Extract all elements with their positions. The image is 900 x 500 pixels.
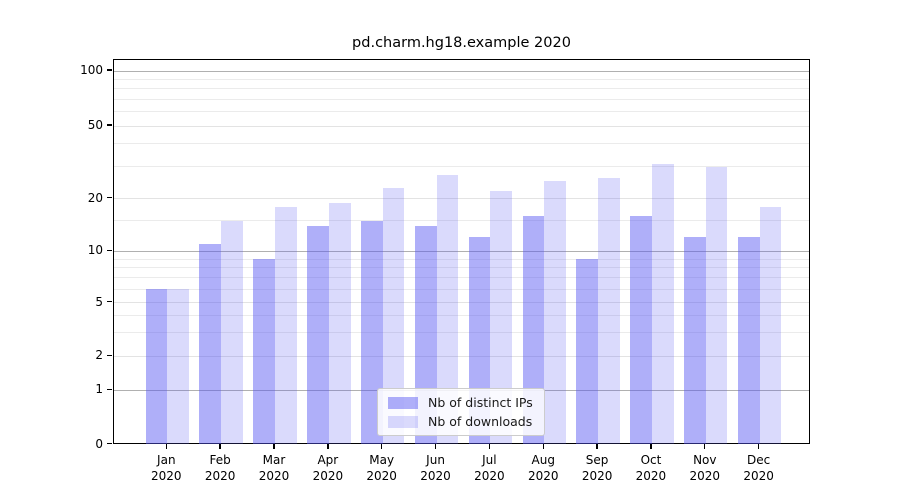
y-tick-label: 100: [80, 63, 103, 77]
x-tick-mark: [757, 444, 760, 449]
minor-gridline: [114, 220, 809, 222]
legend-label-distinct-ips: Nb of distinct IPs: [428, 395, 533, 410]
x-tick-mark: [381, 444, 383, 449]
y-tick-mark: [107, 124, 112, 126]
bar-distinct-ips: [253, 259, 275, 445]
major-gridline: [114, 70, 809, 72]
y-tick-mark: [107, 354, 112, 356]
minor-gridline: [114, 78, 809, 80]
x-tick-label: May 2020: [366, 453, 397, 484]
minor-gridline: [114, 166, 809, 168]
y-tick-mark: [107, 388, 112, 390]
minor-gridline: [114, 315, 809, 317]
y-tick-label: 0: [95, 436, 103, 451]
bar-distinct-ips: [576, 259, 599, 445]
y-tick-label: 20: [87, 190, 103, 205]
x-tick-label: Oct 2020: [635, 453, 667, 484]
minor-gridline: [114, 111, 809, 113]
major-gridline: [114, 198, 809, 200]
legend-swatch-distinct-ips: [388, 396, 418, 409]
x-tick-mark: [596, 444, 598, 449]
minor-gridline: [114, 98, 809, 100]
x-tick-label: Mar 2020: [258, 453, 290, 484]
bar-distinct-ips: [737, 237, 760, 445]
bar-downloads: [598, 177, 620, 445]
x-tick-mark: [219, 444, 221, 449]
x-tick-mark: [704, 444, 706, 449]
y-tick-mark: [107, 249, 112, 251]
bar-downloads: [221, 220, 243, 445]
x-tick-mark: [327, 444, 329, 449]
minor-gridline: [114, 288, 809, 290]
x-tick-mark: [434, 444, 437, 449]
y-tick-label: 2: [95, 348, 103, 363]
minor-gridline: [114, 258, 809, 260]
minor-gridline: [114, 267, 809, 269]
bar-downloads: [759, 206, 782, 445]
y-tick-mark: [107, 197, 112, 199]
bar-distinct-ips: [522, 215, 545, 445]
x-tick-label: Jul 2020: [474, 453, 505, 484]
minor-gridline: [114, 277, 809, 279]
y-tick-label: 5: [95, 294, 103, 309]
legend-entry-distinct-ips: Nb of distinct IPs: [388, 395, 534, 410]
x-tick-mark: [650, 444, 652, 449]
bar-downloads: [436, 174, 459, 445]
plot-area: [113, 59, 810, 445]
y-tick-mark: [107, 442, 112, 445]
y-tick-label: 10: [87, 243, 103, 258]
major-gridline: [114, 355, 809, 357]
bar-distinct-ips: [630, 215, 652, 445]
bar-distinct-ips: [145, 289, 168, 445]
x-tick-mark: [542, 444, 544, 449]
minor-gridline: [114, 332, 809, 334]
x-tick-label: Dec 2020: [743, 453, 774, 484]
bar-downloads: [328, 202, 351, 445]
x-tick-label: Feb 2020: [204, 453, 236, 484]
major-gridline: [114, 302, 809, 304]
major-gridline: [114, 250, 809, 252]
x-tick-label: Nov 2020: [689, 453, 721, 484]
bar-downloads: [651, 163, 674, 445]
x-tick-mark: [273, 444, 275, 449]
bar-downloads: [382, 187, 405, 445]
y-tick-label: 50: [87, 118, 103, 132]
y-tick-mark: [107, 69, 112, 71]
bar-distinct-ips: [684, 237, 706, 445]
bar-distinct-ips: [199, 244, 222, 445]
x-tick-label: Jan 2020: [151, 453, 182, 484]
y-tick-label: 1: [95, 382, 103, 397]
x-tick-label: Sep 2020: [581, 453, 613, 484]
x-tick-label: Jun 2020: [420, 453, 451, 484]
x-tick-label: Apr 2020: [312, 453, 344, 484]
legend-swatch-downloads: [388, 415, 418, 428]
legend-entry-downloads: Nb of downloads: [388, 414, 534, 429]
legend: Nb of distinct IPs Nb of downloads: [377, 388, 545, 436]
x-tick-label: Aug 2020: [527, 453, 559, 484]
bar-distinct-ips: [307, 225, 329, 445]
bar-downloads: [167, 289, 189, 445]
bar-downloads: [275, 206, 297, 445]
x-tick-mark: [488, 444, 491, 449]
minor-gridline: [114, 143, 809, 145]
major-gridline: [114, 125, 809, 127]
bar-downloads: [490, 191, 513, 445]
bar-downloads: [705, 166, 728, 445]
x-tick-mark: [165, 444, 167, 449]
minor-gridline: [114, 88, 809, 90]
bar-downloads: [544, 180, 566, 445]
chart-title: pd.charm.hg18.example 2020: [352, 35, 571, 51]
legend-label-downloads: Nb of downloads: [428, 414, 533, 429]
y-tick-mark: [107, 301, 112, 303]
